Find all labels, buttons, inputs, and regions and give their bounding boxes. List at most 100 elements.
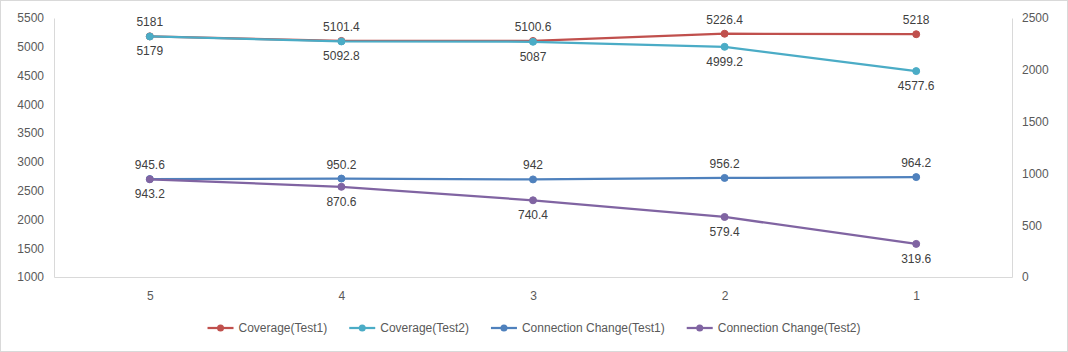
legend-item: Connection Change(Test1) bbox=[491, 321, 665, 335]
series-line bbox=[150, 179, 916, 244]
tick: 2500 bbox=[17, 184, 54, 198]
data-label: 5181 bbox=[136, 15, 163, 29]
tick-label: 1000 bbox=[1022, 167, 1049, 181]
tick: 5500 bbox=[17, 11, 54, 25]
legend-marker bbox=[359, 325, 366, 332]
chart-border bbox=[1, 1, 1068, 352]
marker bbox=[721, 30, 728, 37]
tick: 3500 bbox=[17, 126, 54, 140]
marker bbox=[530, 197, 537, 204]
data-label: 5087 bbox=[520, 50, 547, 64]
data-label: 4999.2 bbox=[706, 55, 743, 69]
marker bbox=[146, 33, 153, 40]
axis-line bbox=[54, 19, 55, 278]
marker bbox=[338, 183, 345, 190]
marker bbox=[530, 176, 537, 183]
tick-label: 5 bbox=[147, 289, 154, 303]
data-label: 5218 bbox=[903, 13, 930, 27]
data-label: 943.2 bbox=[135, 187, 165, 201]
marker bbox=[530, 38, 537, 45]
tick-label: 0 bbox=[1022, 270, 1029, 284]
tick: 4 bbox=[339, 277, 346, 303]
tick-label: 2500 bbox=[1022, 11, 1049, 25]
data-label: 964.2 bbox=[901, 156, 931, 170]
tick: 4500 bbox=[17, 69, 54, 83]
data-label: 5226.4 bbox=[706, 13, 743, 27]
legend-label: Connection Change(Test1) bbox=[522, 321, 665, 335]
legend-label: Coverage(Test1) bbox=[239, 321, 328, 335]
data-label: 4577.6 bbox=[898, 79, 935, 93]
tick-label: 2000 bbox=[1022, 63, 1049, 77]
tick-label: 1000 bbox=[17, 270, 44, 284]
marker bbox=[913, 240, 920, 247]
tick: 2 bbox=[722, 277, 729, 303]
legend-item: Connection Change(Test2) bbox=[687, 321, 861, 335]
chart: 1000150020002500300035004000450050005500… bbox=[0, 0, 1068, 352]
tick: 1000 bbox=[1012, 167, 1049, 181]
marker bbox=[146, 176, 153, 183]
legend-item: Coverage(Test1) bbox=[208, 321, 328, 335]
marker bbox=[530, 37, 537, 44]
tick-label: 2500 bbox=[17, 184, 44, 198]
tick-label: 1 bbox=[913, 289, 920, 303]
legend-item: Coverage(Test2) bbox=[349, 321, 469, 335]
legend-label: Connection Change(Test2) bbox=[718, 321, 861, 335]
tick: 4000 bbox=[17, 98, 54, 112]
tick: 2000 bbox=[17, 213, 54, 227]
data-label: 956.2 bbox=[710, 157, 740, 171]
tick: 3 bbox=[530, 277, 537, 303]
tick: 500 bbox=[1012, 219, 1042, 233]
tick-label: 1500 bbox=[1022, 115, 1049, 129]
tick: 1 bbox=[913, 277, 920, 303]
tick-label: 3 bbox=[530, 289, 537, 303]
tick: 2500 bbox=[1012, 11, 1049, 25]
tick-label: 5000 bbox=[17, 40, 44, 54]
tick: 1500 bbox=[17, 242, 54, 256]
data-label: 5179 bbox=[136, 44, 163, 58]
series-line bbox=[150, 36, 916, 71]
legend: Coverage(Test1) Coverage(Test2) Connection… bbox=[208, 321, 861, 335]
marker bbox=[721, 213, 728, 220]
data-labels: 51815101.45100.65226.4521851795092.85087… bbox=[135, 13, 935, 266]
data-label: 740.4 bbox=[518, 208, 548, 222]
marker bbox=[721, 43, 728, 50]
data-label: 579.4 bbox=[710, 225, 740, 239]
tick-label: 4500 bbox=[17, 69, 44, 83]
tick-label: 2 bbox=[722, 289, 729, 303]
marker bbox=[721, 174, 728, 181]
data-label: 5092.8 bbox=[323, 49, 360, 63]
data-label: 950.2 bbox=[326, 158, 356, 172]
tick-label: 4000 bbox=[17, 98, 44, 112]
tick-label: 4 bbox=[339, 289, 346, 303]
data-label: 945.6 bbox=[135, 158, 165, 172]
marker bbox=[338, 175, 345, 182]
data-label: 5101.4 bbox=[323, 20, 360, 34]
tick-label: 2000 bbox=[17, 213, 44, 227]
tick: 1000 bbox=[17, 270, 54, 284]
marker bbox=[146, 33, 153, 40]
legend-label: Coverage(Test2) bbox=[380, 321, 469, 335]
marker bbox=[146, 176, 153, 183]
legend-marker bbox=[696, 325, 703, 332]
tick-label: 3000 bbox=[17, 155, 44, 169]
data-label: 319.6 bbox=[901, 252, 931, 266]
tick: 3000 bbox=[17, 155, 54, 169]
tick: 2000 bbox=[1012, 63, 1049, 77]
data-label: 870.6 bbox=[326, 195, 356, 209]
tick-label: 3500 bbox=[17, 126, 44, 140]
tick: 5000 bbox=[17, 40, 54, 54]
marker bbox=[338, 37, 345, 44]
x-axis: 5 4 3 2 1 bbox=[55, 277, 1013, 303]
legend-marker bbox=[500, 325, 507, 332]
axis-line bbox=[1012, 19, 1013, 278]
plot-area bbox=[146, 30, 919, 247]
tick-label: 500 bbox=[1022, 219, 1042, 233]
tick: 0 bbox=[1012, 270, 1029, 284]
y-axis: 1000 1500 2000 2500 3000 3500 4000 4500 5000 5500 bbox=[17, 11, 54, 284]
marker bbox=[913, 68, 920, 75]
tick: 1500 bbox=[1012, 115, 1049, 129]
marker bbox=[338, 38, 345, 45]
tick-label: 1500 bbox=[17, 242, 44, 256]
marker bbox=[913, 174, 920, 181]
data-label: 942 bbox=[523, 158, 543, 172]
